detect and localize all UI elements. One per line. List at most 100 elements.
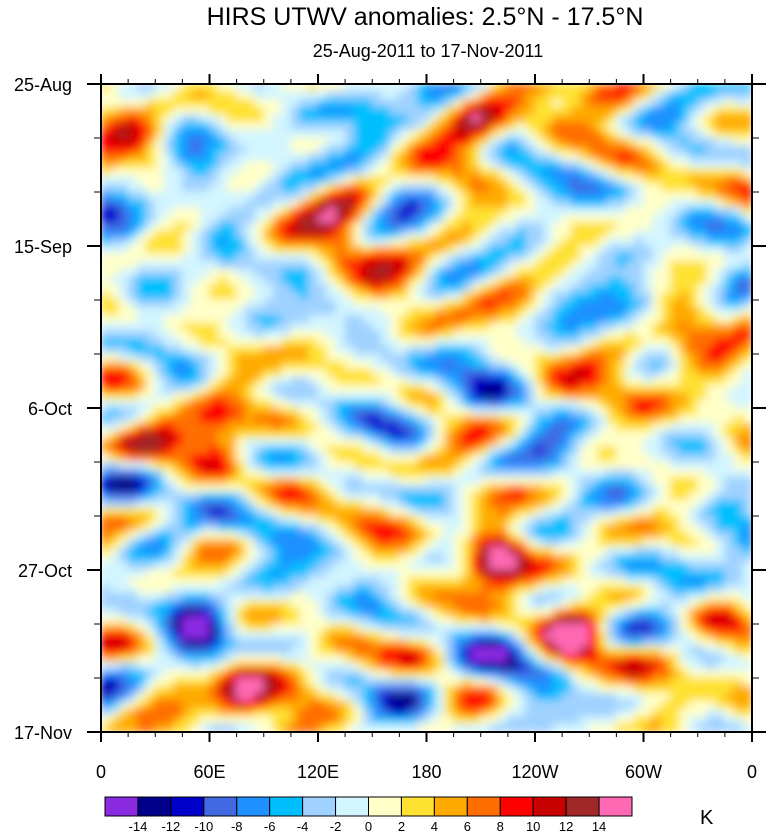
field-cell (652, 214, 663, 224)
field-cell (136, 608, 147, 617)
field-cell (389, 407, 400, 417)
field-cell (670, 600, 681, 610)
field-cell (326, 253, 337, 262)
field-cell (398, 145, 409, 154)
field-cell (471, 515, 482, 525)
field-cell (507, 345, 518, 355)
field-cell (218, 461, 229, 471)
field-cell (209, 608, 220, 617)
field-cell (489, 476, 500, 486)
field-cell (263, 461, 274, 471)
field-cell (444, 330, 455, 340)
field-cell (245, 600, 256, 610)
field-cell (335, 176, 346, 185)
field-cell (624, 191, 635, 201)
field-cell (145, 546, 156, 556)
field-cell (480, 515, 491, 525)
field-cell (643, 322, 654, 332)
field-cell (272, 330, 283, 340)
field-cell (317, 368, 328, 378)
field-cell (371, 214, 382, 224)
field-cell (353, 330, 364, 340)
field-cell (172, 554, 183, 563)
field-cell (371, 145, 382, 154)
field-cell (706, 314, 717, 324)
field-cell (462, 577, 473, 586)
field-cell (245, 538, 256, 548)
field-cell (534, 446, 545, 455)
field-cell (688, 376, 699, 386)
field-cell (398, 476, 409, 486)
field-cell (661, 145, 672, 154)
field-cell (633, 345, 644, 355)
field-cell (643, 554, 654, 563)
field-cell (317, 314, 328, 324)
field-cell (543, 430, 554, 440)
field-cell (218, 561, 229, 571)
field-cell (181, 145, 192, 154)
field-cell (435, 376, 446, 386)
field-cell (407, 500, 418, 509)
field-cell (227, 399, 238, 409)
field-cell (525, 608, 536, 617)
field-cell (326, 299, 337, 309)
field-cell (389, 353, 400, 363)
field-cell (588, 592, 599, 602)
field-cell (435, 260, 446, 270)
field-cell (453, 330, 464, 340)
field-cell (118, 183, 129, 193)
field-cell (389, 191, 400, 201)
field-cell (543, 353, 554, 363)
field-cell (543, 384, 554, 394)
field-cell (344, 276, 355, 286)
field-cell (697, 384, 708, 394)
field-cell (335, 453, 346, 463)
field-cell (398, 554, 409, 563)
field-cell (127, 176, 138, 185)
field-cell (643, 608, 654, 617)
field-cell (597, 407, 608, 417)
field-cell (471, 492, 482, 502)
field-cell (597, 353, 608, 363)
field-cell (489, 206, 500, 216)
field-cell (597, 84, 608, 93)
field-cell (263, 129, 274, 139)
field-cell (190, 199, 201, 208)
field-cell (136, 515, 147, 525)
field-cell (281, 453, 292, 463)
field-cell (245, 500, 256, 509)
field-cell (335, 260, 346, 270)
field-cell (570, 230, 581, 239)
field-cell (661, 291, 672, 301)
field-cell (471, 608, 482, 617)
field-cell (543, 561, 554, 571)
field-cell (272, 492, 283, 502)
field-cell (534, 106, 545, 116)
field-cell (154, 384, 165, 394)
field-cell (516, 492, 527, 502)
field-cell (290, 129, 301, 139)
field-cell (109, 276, 120, 286)
field-cell (326, 199, 337, 208)
field-cell (190, 438, 201, 448)
field-cell (290, 376, 301, 386)
field-cell (199, 376, 210, 386)
field-cell (652, 476, 663, 486)
field-cell (416, 415, 427, 424)
field-cell (633, 122, 644, 131)
field-cell (308, 484, 319, 494)
field-cell (344, 91, 355, 100)
field-cell (579, 608, 590, 617)
field-cell (742, 338, 752, 347)
field-cell (507, 152, 518, 162)
field-cell (118, 160, 129, 170)
field-cell (444, 368, 455, 378)
field-cell (561, 438, 572, 448)
field-cell (272, 376, 283, 386)
field-cell (643, 314, 654, 324)
field-cell (670, 546, 681, 556)
field-cell (615, 222, 626, 232)
field-cell (615, 492, 626, 502)
field-cell (101, 176, 111, 185)
field-cell (489, 561, 500, 571)
